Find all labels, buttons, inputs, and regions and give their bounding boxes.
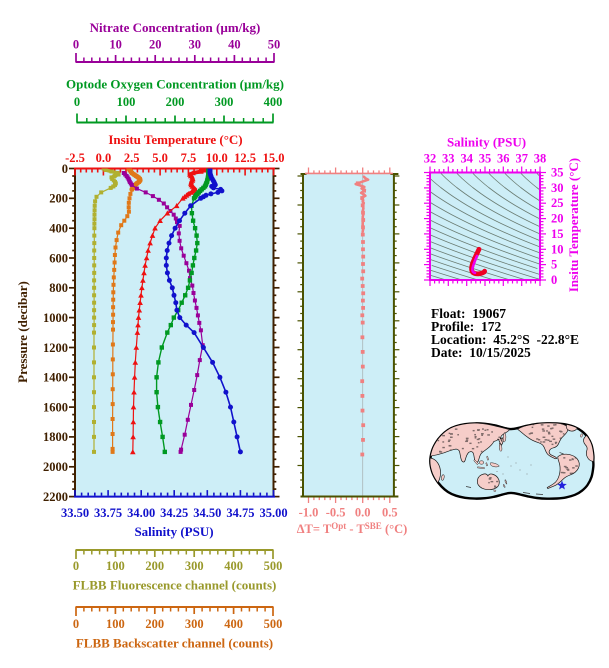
svg-text:100: 100 xyxy=(106,617,125,631)
svg-text:0: 0 xyxy=(74,95,80,109)
svg-text:5.0: 5.0 xyxy=(152,151,168,165)
svg-text:10.0: 10.0 xyxy=(206,151,228,165)
svg-text:Salinity (PSU): Salinity (PSU) xyxy=(134,524,213,539)
svg-text:0.0: 0.0 xyxy=(96,151,112,165)
svg-text:2200: 2200 xyxy=(43,490,68,504)
svg-text:200: 200 xyxy=(145,617,164,631)
svg-text:50: 50 xyxy=(268,38,281,52)
svg-text:400: 400 xyxy=(49,222,68,236)
svg-text:1800: 1800 xyxy=(43,430,68,444)
svg-text:FLBB Backscatter channel (coun: FLBB Backscatter channel (counts) xyxy=(76,636,273,651)
svg-text:12.5: 12.5 xyxy=(234,151,256,165)
svg-text:34.00: 34.00 xyxy=(127,506,155,520)
svg-text:600: 600 xyxy=(49,251,68,265)
svg-text:200: 200 xyxy=(166,95,185,109)
svg-text:Date: 10/15/2025: Date: 10/15/2025 xyxy=(431,345,531,360)
svg-text:40: 40 xyxy=(228,38,241,52)
svg-text:1000: 1000 xyxy=(43,311,68,325)
svg-text:300: 300 xyxy=(185,617,204,631)
svg-text:2.5: 2.5 xyxy=(124,151,140,165)
svg-text:34.25: 34.25 xyxy=(160,506,188,520)
svg-text:10: 10 xyxy=(551,242,564,256)
svg-text:30: 30 xyxy=(189,38,202,52)
svg-text:34.50: 34.50 xyxy=(193,506,221,520)
svg-text:200: 200 xyxy=(49,192,68,206)
svg-text:500: 500 xyxy=(264,559,283,573)
svg-text:33.75: 33.75 xyxy=(94,506,122,520)
svg-text:33.50: 33.50 xyxy=(61,506,89,520)
svg-text:20: 20 xyxy=(551,212,564,226)
svg-text:32: 32 xyxy=(424,152,437,166)
svg-text:35: 35 xyxy=(551,166,564,180)
svg-text:10: 10 xyxy=(109,38,122,52)
svg-text:-0.5: -0.5 xyxy=(326,506,346,520)
svg-text:Salinity (PSU): Salinity (PSU) xyxy=(447,135,526,150)
svg-text:0: 0 xyxy=(551,273,557,287)
svg-text:-1.0: -1.0 xyxy=(299,506,319,520)
svg-text:Pressure (decibar): Pressure (decibar) xyxy=(15,281,30,383)
svg-text:Optode Oxygen Concentration (µ: Optode Oxygen Concentration (µm/kg) xyxy=(66,77,284,92)
svg-text:100: 100 xyxy=(117,95,136,109)
svg-text:Insitu Temperature (°C): Insitu Temperature (°C) xyxy=(566,158,581,292)
svg-text:34: 34 xyxy=(460,152,473,166)
svg-text:0.5: 0.5 xyxy=(382,506,398,520)
svg-text:0: 0 xyxy=(73,559,79,573)
svg-text:1600: 1600 xyxy=(43,400,68,414)
svg-text:100: 100 xyxy=(106,559,125,573)
svg-text:30: 30 xyxy=(551,181,564,195)
svg-text:35: 35 xyxy=(479,152,492,166)
svg-text:15.0: 15.0 xyxy=(263,151,285,165)
svg-text:0: 0 xyxy=(73,38,79,52)
svg-text:25: 25 xyxy=(551,196,564,210)
svg-text:Location: 45.2°S -22.8°E: Location: 45.2°S -22.8°E xyxy=(431,332,579,347)
svg-text:7.5: 7.5 xyxy=(181,151,197,165)
svg-text:0: 0 xyxy=(73,617,79,631)
svg-text:20: 20 xyxy=(149,38,162,52)
svg-text:400: 400 xyxy=(224,559,243,573)
svg-text:1200: 1200 xyxy=(43,341,68,355)
svg-text:0.0: 0.0 xyxy=(355,506,371,520)
svg-text:500: 500 xyxy=(264,617,283,631)
svg-text:FLBB Fluorescence channel (cou: FLBB Fluorescence channel (counts) xyxy=(73,578,277,593)
svg-text:5: 5 xyxy=(551,258,557,272)
svg-text:1400: 1400 xyxy=(43,371,68,385)
svg-text:38: 38 xyxy=(534,152,547,166)
svg-text:200: 200 xyxy=(145,559,164,573)
svg-text:33: 33 xyxy=(442,152,455,166)
svg-text:Nitrate Concentration (µm/kg): Nitrate Concentration (µm/kg) xyxy=(90,20,261,35)
svg-text:300: 300 xyxy=(215,95,234,109)
svg-text:400: 400 xyxy=(224,617,243,631)
svg-text:37: 37 xyxy=(515,152,528,166)
svg-text:15: 15 xyxy=(551,227,564,241)
svg-text:400: 400 xyxy=(264,95,283,109)
svg-text:Profile: 172: Profile: 172 xyxy=(431,319,501,334)
svg-text:Float: 19067: Float: 19067 xyxy=(431,306,506,321)
svg-text:-2.5: -2.5 xyxy=(65,151,85,165)
svg-text:36: 36 xyxy=(497,152,510,166)
svg-text:Insitu Temperature (°C): Insitu Temperature (°C) xyxy=(108,132,242,147)
svg-text:34.75: 34.75 xyxy=(226,506,254,520)
svg-text:0: 0 xyxy=(62,162,68,176)
svg-text:2000: 2000 xyxy=(43,460,68,474)
svg-text:300: 300 xyxy=(185,559,204,573)
svg-text:800: 800 xyxy=(49,281,68,295)
svg-text:ΔT= TOpt - TSBE (°C): ΔT= TOpt - TSBE (°C) xyxy=(297,521,408,536)
svg-text:35.00: 35.00 xyxy=(259,506,287,520)
